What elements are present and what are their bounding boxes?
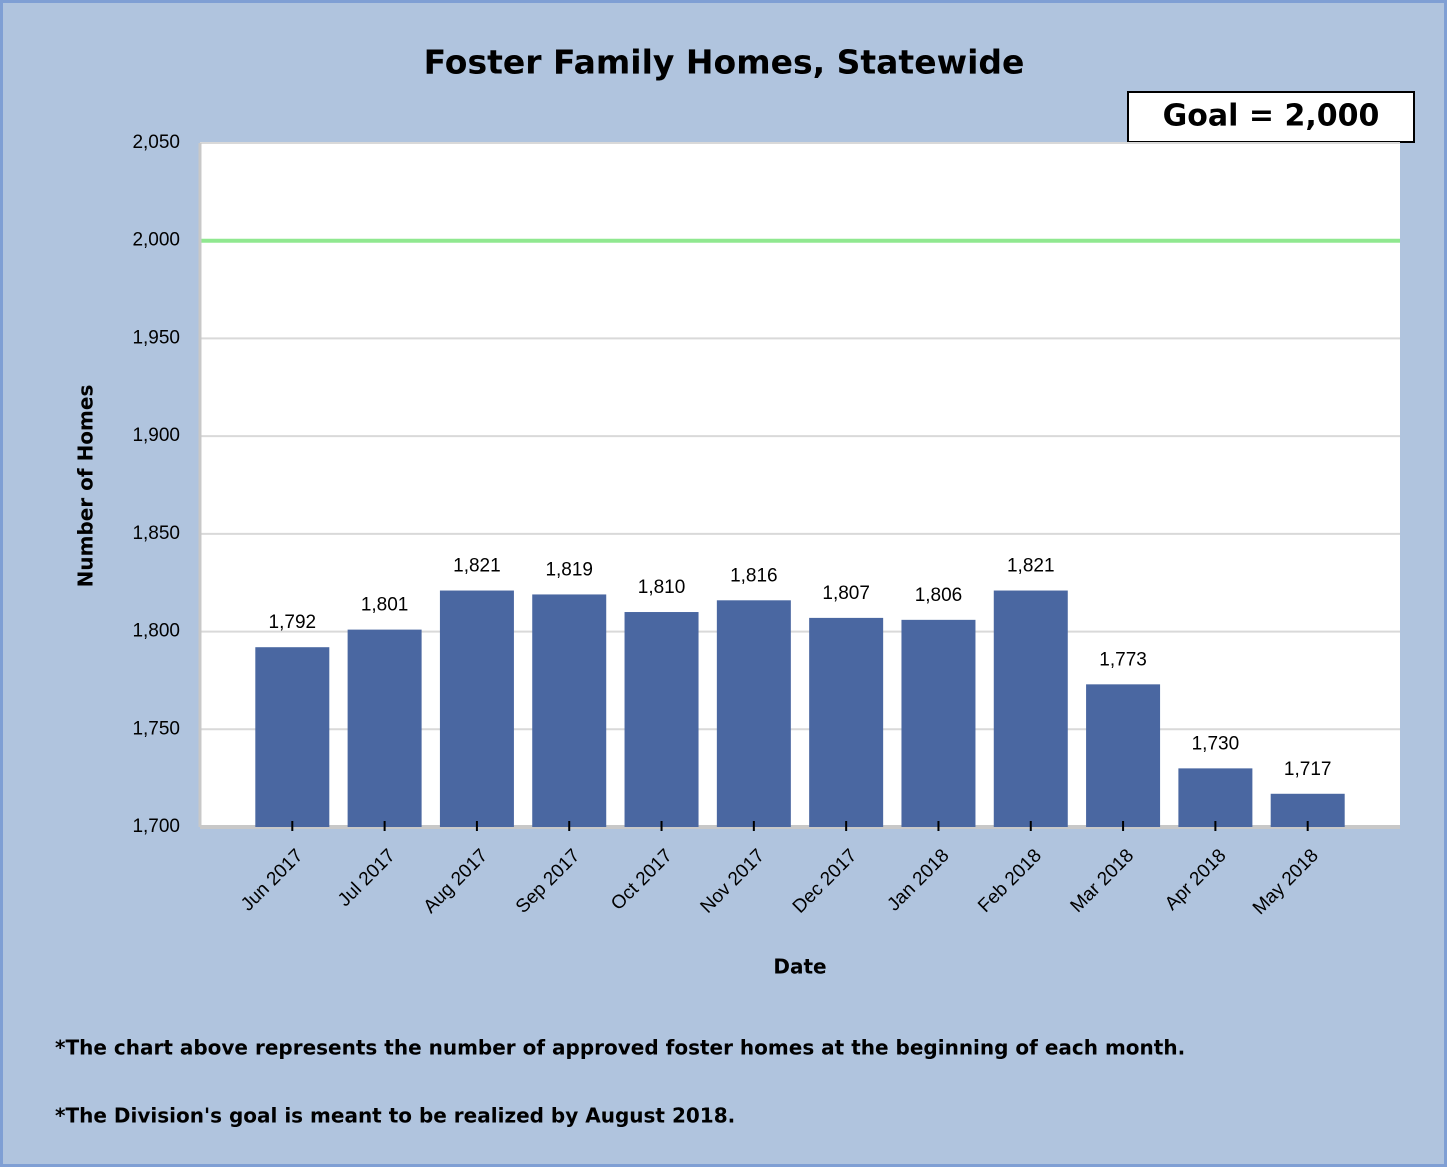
value-label: 1,717: [1284, 759, 1332, 780]
value-label: 1,801: [361, 595, 409, 616]
bar: [532, 594, 607, 827]
bar: [716, 600, 791, 827]
value-label: 1,730: [1192, 733, 1240, 754]
bar: [624, 612, 699, 827]
y-tick-label: 1,850: [132, 523, 180, 544]
goal-label: Goal = 2,000: [1163, 99, 1380, 134]
y-axis-title: Number of Homes: [74, 385, 98, 588]
value-label: 1,819: [545, 559, 593, 580]
bar: [809, 617, 884, 827]
value-label: 1,773: [1099, 649, 1147, 670]
y-tick-label: 1,800: [132, 621, 180, 642]
value-label: 1,792: [269, 612, 317, 633]
y-tick-label: 1,950: [132, 327, 180, 348]
bar: [901, 619, 976, 827]
value-label: 1,806: [915, 585, 963, 606]
y-tick-label: 1,700: [132, 816, 180, 837]
y-tick-label: 2,000: [132, 230, 180, 251]
bar: [439, 590, 514, 827]
x-axis-title: Date: [773, 955, 826, 979]
value-label: 1,821: [1007, 556, 1055, 577]
y-tick-label: 1,900: [132, 425, 180, 446]
bar: [1178, 768, 1253, 827]
y-tick-label: 1,750: [132, 718, 180, 739]
note: *The chart above represents the number o…: [55, 1036, 1185, 1060]
bar: [1086, 684, 1161, 827]
value-label: 1,810: [638, 577, 686, 598]
bar: [993, 590, 1068, 827]
y-tick-label: 2,050: [132, 132, 180, 153]
chart-title: Foster Family Homes, Statewide: [424, 43, 1025, 82]
bar: [255, 647, 330, 827]
value-label: 1,821: [453, 556, 501, 577]
value-label: 1,816: [730, 565, 778, 586]
note: *The Division's goal is meant to be real…: [55, 1104, 735, 1128]
goal-box: [1127, 91, 1415, 143]
value-label: 1,807: [822, 583, 870, 604]
bar: [347, 629, 422, 827]
